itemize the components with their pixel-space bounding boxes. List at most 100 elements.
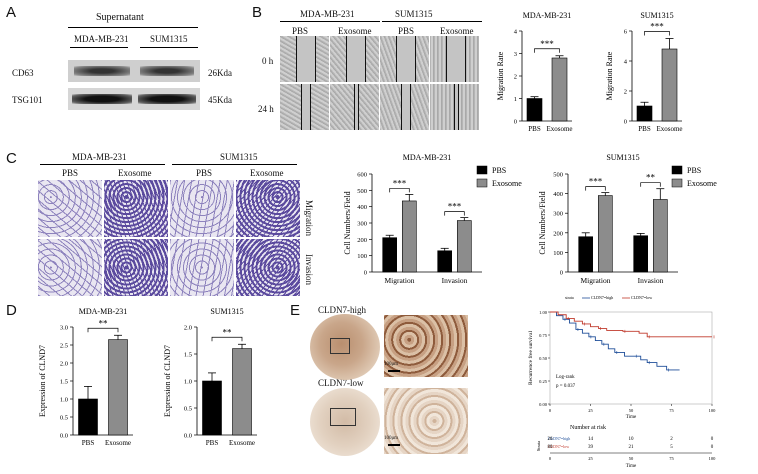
km-legend-label: CLDN7=low bbox=[631, 295, 652, 300]
wound-gap bbox=[446, 36, 466, 82]
y-tick-label: 6 bbox=[624, 29, 628, 36]
panelB-cond: Exosome bbox=[440, 26, 474, 36]
y-tick-label: 2 bbox=[514, 74, 517, 81]
y-tick-label: 0 bbox=[560, 270, 563, 277]
panelB-group-2: SUM1315 bbox=[395, 9, 433, 19]
y-tick-label: 0.0 bbox=[60, 433, 68, 440]
wound-gap bbox=[296, 36, 316, 82]
significance-bracket bbox=[444, 211, 465, 216]
y-tick-label: 400 bbox=[553, 191, 563, 198]
y-tick-label: 200 bbox=[357, 237, 367, 244]
wound-image bbox=[380, 84, 429, 130]
panelA-col-2: SUM1315 bbox=[150, 34, 188, 44]
panelB-time-0h: 0 h bbox=[262, 56, 274, 66]
bar bbox=[526, 98, 543, 122]
y-tick-label: 0.0 bbox=[184, 433, 192, 440]
panelB-cond: PBS bbox=[398, 26, 415, 36]
y-axis-label: Cell Numbers/Field bbox=[538, 191, 547, 254]
wound-image bbox=[280, 84, 329, 130]
y-tick-label: 200 bbox=[553, 230, 563, 237]
bar bbox=[232, 348, 252, 436]
y-tick-label: 0.50 bbox=[539, 356, 548, 361]
y-tick-label: 0.25 bbox=[539, 379, 548, 384]
significance-label: *** bbox=[650, 22, 664, 32]
km-curve bbox=[550, 311, 712, 338]
blot-band bbox=[140, 66, 194, 76]
chart-title: SUM1315 bbox=[606, 153, 639, 162]
bar bbox=[456, 220, 472, 273]
y-tick-label: 1.0 bbox=[60, 397, 68, 404]
y-tick-label: 3 bbox=[514, 51, 517, 58]
risk-x-tick-label: 50 bbox=[629, 456, 634, 461]
wound-gap bbox=[301, 84, 311, 130]
panelA-col-1: MDA-MB-231 bbox=[74, 34, 129, 44]
risk-strata-label: Strata bbox=[536, 441, 541, 452]
ihc-high-label: CLDN7-high bbox=[318, 305, 366, 315]
chart-title: SUM1315 bbox=[210, 307, 243, 316]
x-tick-label: 0 bbox=[549, 408, 552, 413]
bar bbox=[551, 57, 568, 122]
panelC-group-2: SUM1315 bbox=[220, 152, 258, 162]
y-tick-label: 0 bbox=[624, 119, 627, 126]
risk-x-axis-label: Time bbox=[626, 464, 637, 469]
wound-gap bbox=[401, 84, 411, 130]
wound-image bbox=[330, 36, 379, 82]
significance-label: ** bbox=[99, 318, 109, 328]
risk-row-label: CLDN7=high bbox=[548, 436, 570, 441]
x-tick-label: PBS bbox=[638, 125, 651, 133]
transwell-image bbox=[104, 180, 168, 237]
scale-bar-label: 100μm bbox=[384, 436, 399, 441]
chart-title: SUM1315 bbox=[640, 11, 673, 20]
y-tick-label: 2 bbox=[624, 89, 627, 96]
y-tick-label: 2.5 bbox=[60, 343, 68, 350]
panelA-size-1: 26Kda bbox=[208, 68, 232, 78]
scale-bar-label: 100μm bbox=[384, 362, 399, 367]
ihc-low-label: CLDN7-low bbox=[318, 378, 364, 388]
panelC-cond: PBS bbox=[62, 168, 79, 178]
significance-label: ** bbox=[223, 327, 233, 337]
y-tick-label: 1.5 bbox=[60, 379, 68, 386]
x-tick-label: Migration bbox=[385, 276, 415, 285]
ihc-zoom-low bbox=[384, 388, 468, 454]
panelB-cond: PBS bbox=[292, 26, 309, 36]
significance-label: *** bbox=[540, 39, 554, 49]
y-tick-label: 0.5 bbox=[60, 415, 68, 422]
significance-bracket bbox=[585, 186, 606, 191]
wound-image bbox=[380, 36, 429, 82]
wound-healing-grid bbox=[280, 36, 480, 131]
significance-bracket bbox=[644, 31, 670, 36]
x-tick-label: 75 bbox=[669, 408, 674, 413]
wound-gap bbox=[346, 36, 366, 82]
panel-label-a: A bbox=[6, 4, 17, 21]
wound-image bbox=[430, 36, 479, 82]
wound-image bbox=[430, 84, 479, 130]
risk-row-label: CLDN7=low bbox=[548, 444, 569, 449]
y-tick-label: 4 bbox=[514, 29, 518, 36]
y-tick-label: 3.0 bbox=[60, 325, 68, 332]
risk-value: 10 bbox=[629, 437, 635, 442]
panelC-group2-line bbox=[172, 164, 297, 165]
y-axis-label: Migration Rate bbox=[496, 51, 505, 100]
transwell-image bbox=[38, 239, 102, 296]
panelC-group-1: MDA-MB-231 bbox=[72, 152, 127, 162]
y-tick-label: 0.00 bbox=[539, 402, 548, 407]
x-tick-label: PBS bbox=[206, 439, 219, 447]
risk-value: 80 bbox=[548, 445, 554, 450]
transwell-image bbox=[236, 180, 300, 237]
y-tick-label: 1 bbox=[514, 96, 517, 103]
panel-label-e: E bbox=[290, 302, 301, 319]
y-tick-label: 0 bbox=[364, 270, 367, 277]
km-frame bbox=[549, 311, 713, 405]
blot-band bbox=[138, 94, 196, 104]
transwell-image bbox=[170, 239, 234, 296]
bar bbox=[597, 195, 613, 273]
panelA-col2-line bbox=[140, 47, 198, 48]
legend-swatch bbox=[476, 178, 488, 188]
y-tick-label: 1.00 bbox=[539, 310, 548, 315]
risk-x-tick-label: 75 bbox=[669, 456, 674, 461]
risk-value: 26 bbox=[548, 437, 554, 442]
significance-label: *** bbox=[589, 177, 603, 187]
scale-bar bbox=[388, 444, 400, 446]
panelA-header-line bbox=[68, 27, 198, 28]
